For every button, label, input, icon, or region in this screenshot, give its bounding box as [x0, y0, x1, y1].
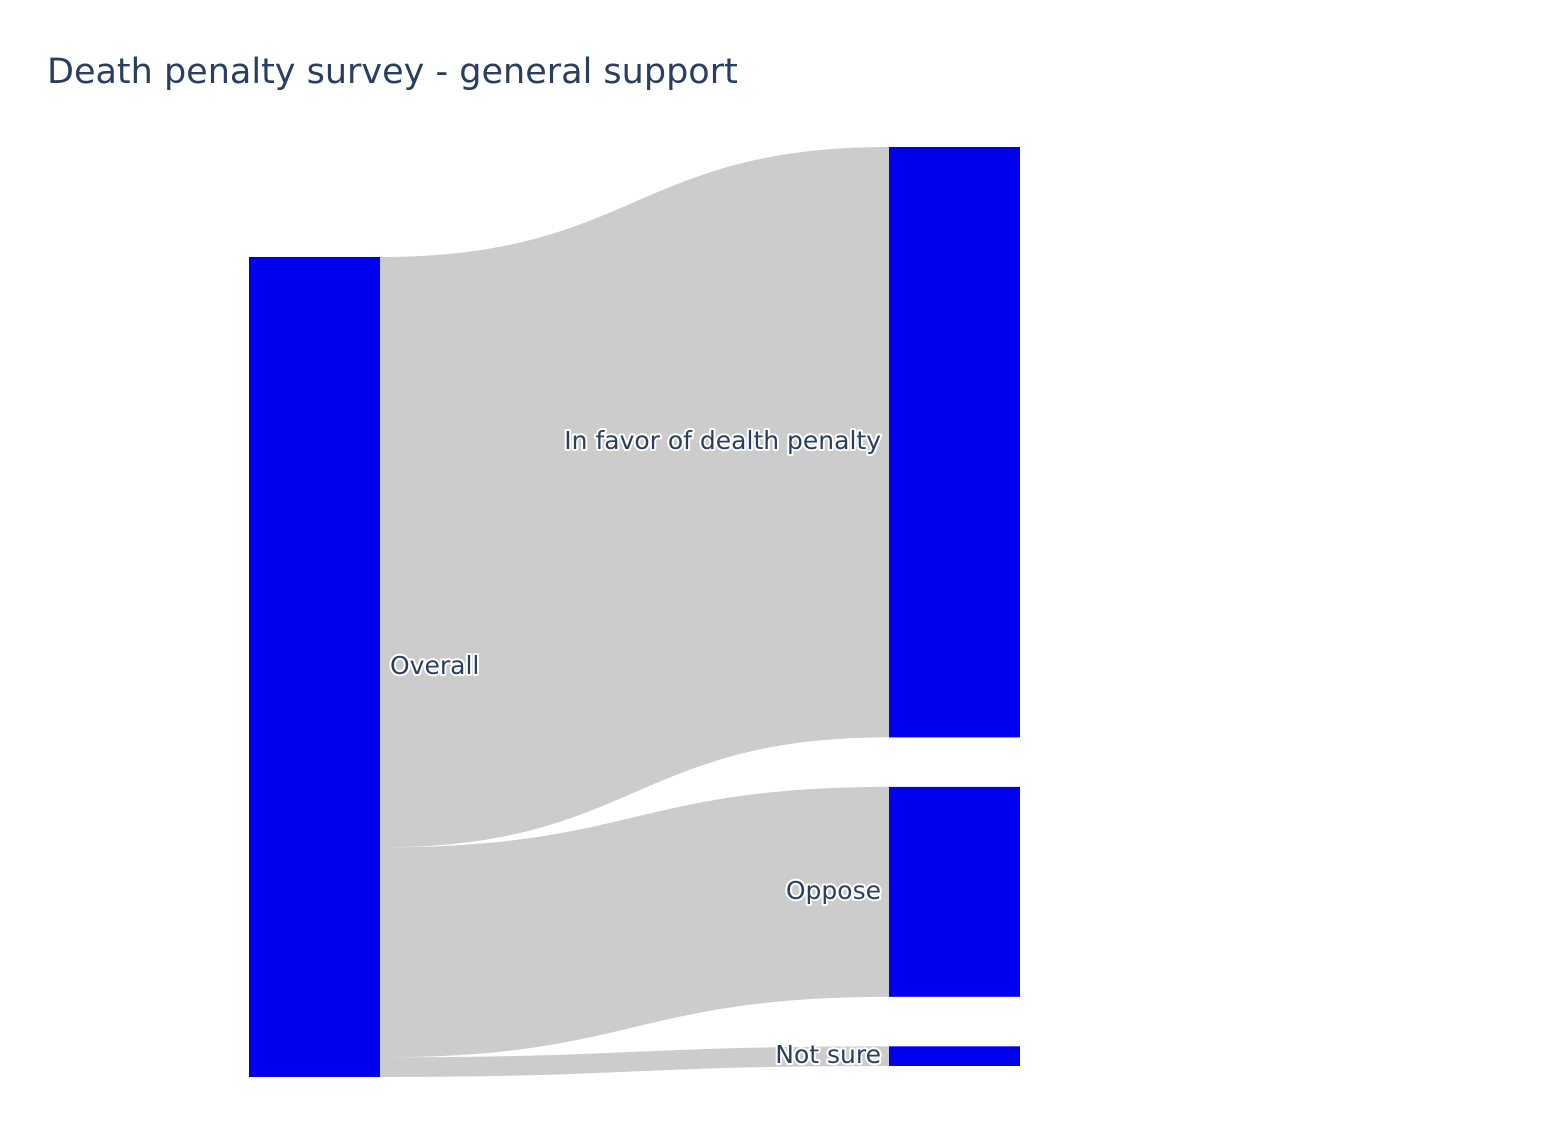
node-label-4: Not sure — [775, 1040, 881, 1069]
sankey-link-1[interactable] — [380, 147, 889, 848]
sankey-node-2[interactable] — [889, 147, 1020, 738]
links-layer — [380, 147, 889, 1077]
sankey-node-1[interactable] — [249, 257, 380, 1077]
sankey-node-4[interactable] — [889, 1046, 1020, 1066]
labels-layer: Overall In favor of dealth penalty Oppose N… — [388, 424, 883, 1071]
sankey-link-2[interactable] — [380, 786, 889, 1058]
sankey-link-3[interactable] — [380, 1046, 889, 1077]
node-label-2: In favor of dealth penalty — [564, 426, 881, 455]
nodes-layer — [249, 147, 1020, 1077]
node-label-3: Oppose — [786, 876, 881, 905]
chart-title: Death penalty survey - general support — [47, 52, 738, 92]
node-label-1: Overall — [390, 651, 479, 680]
sankey-node-3[interactable] — [889, 786, 1020, 997]
